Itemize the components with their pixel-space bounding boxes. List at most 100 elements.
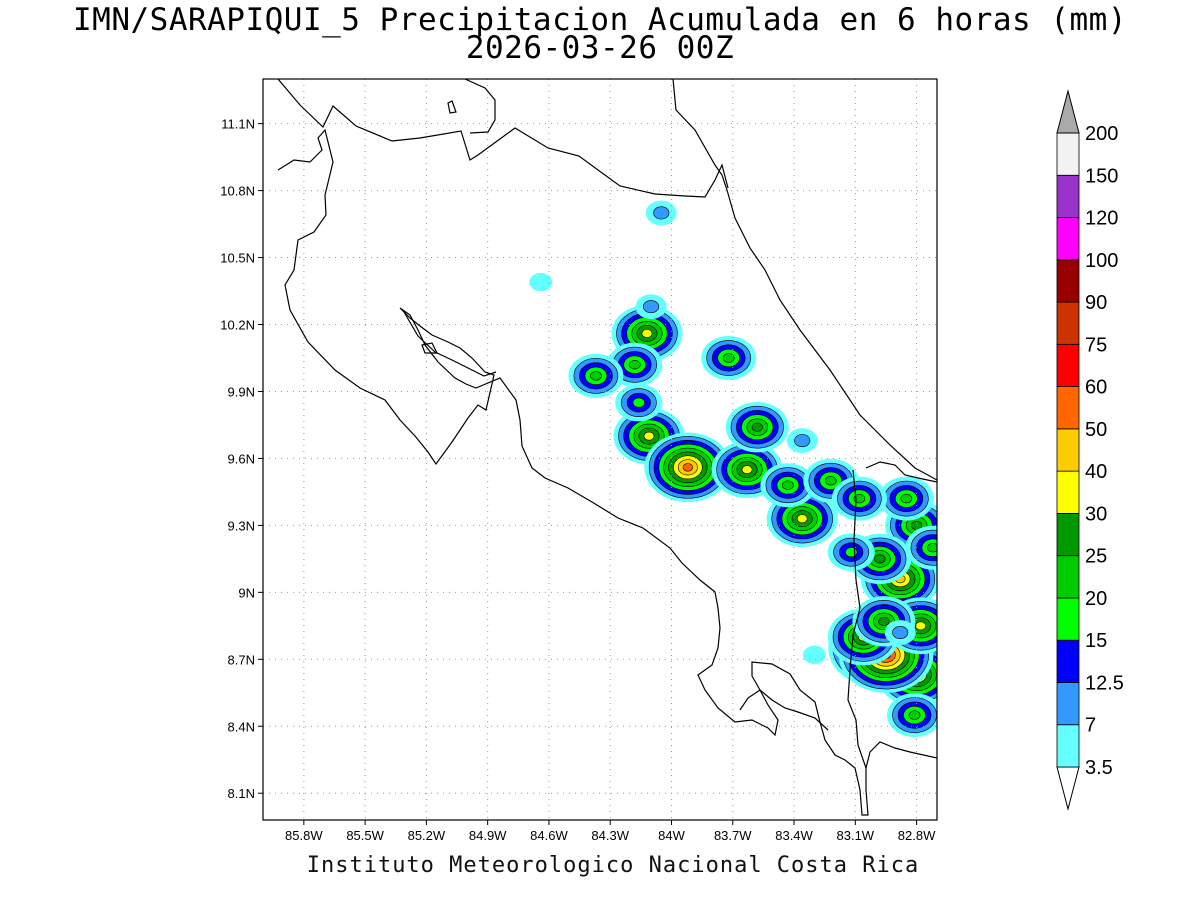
precip-contour [643, 300, 660, 314]
precip-contour [782, 480, 794, 490]
credit-text: Instituto Meteorologico Nacional Costa R… [306, 853, 920, 878]
y-tick-label: 10.8N [220, 184, 255, 199]
precip-contour [529, 272, 553, 292]
latitude-tick-labels: 11.1N 10.8N 10.5N 10.2N 9.9N 9.6N 9.3N 9N 8.7N 8.… [220, 117, 263, 801]
x-tick-label: 84.6W [530, 828, 568, 843]
precip-contour [796, 514, 808, 524]
colorbar-swatch [1056, 301, 1080, 345]
precip-contour [927, 543, 937, 553]
colorbar-swatch [1056, 639, 1080, 683]
precip-cell [938, 591, 969, 616]
precip-contour [628, 359, 641, 370]
colorbar-swatch [1056, 470, 1080, 514]
colorbar-label: 50 [1085, 419, 1107, 441]
precip-contour [794, 434, 811, 448]
longitude-tick-labels: 85.8W 85.5W 85.2W 84.9W 84.6W 84.3W 84W 83.7W 83… [285, 820, 936, 843]
map-title: IMN/SARAPIQUI_5 Precipitacion Acumulada … [73, 2, 1127, 38]
x-tick-label: 83.4W [775, 828, 813, 843]
precip-contour [590, 371, 602, 381]
precip-contour [643, 431, 655, 441]
colorbar-label: 90 [1085, 292, 1107, 314]
lat-lon-grid [263, 79, 937, 820]
precip-contour [682, 463, 693, 472]
colorbar-label: 75 [1085, 334, 1107, 356]
colorbar-label: 25 [1085, 546, 1107, 568]
y-tick-label: 8.4N [228, 719, 255, 734]
precip-contour [915, 621, 927, 631]
precip-cell [884, 620, 916, 645]
precip-contour [874, 554, 886, 564]
map-subtitle-datetime: 2026-03-26 00Z [465, 30, 735, 66]
colorbar-swatch [1056, 174, 1080, 218]
precip-contour [908, 710, 921, 720]
precip-cell [831, 476, 887, 521]
colorbar-label: 30 [1085, 503, 1107, 525]
precip-contour [722, 353, 735, 363]
colorbar-label: 100 [1085, 250, 1118, 272]
precip-contour [824, 476, 837, 486]
y-tick-label: 9.6N [228, 451, 255, 466]
y-tick-label: 10.5N [220, 251, 255, 266]
plot-frame [262, 78, 938, 821]
colorbar-over-arrow [1056, 89, 1080, 134]
colorbar-legend: 3.5 7 12.5 15 20 25 30 40 50 60 75 90 100 120 150 200 [1056, 89, 1124, 811]
precip-cell [701, 335, 757, 380]
panama-border [847, 469, 867, 769]
x-tick-label: 83.1W [837, 828, 875, 843]
colorbar-swatch [1056, 682, 1080, 726]
colorbar-label: 60 [1085, 377, 1107, 399]
precip-cell [568, 353, 624, 398]
coastline-borders [277, 79, 937, 816]
y-tick-label: 9.3N [228, 518, 255, 533]
x-tick-label: 83.7W [714, 828, 752, 843]
y-tick-label: 11.1N [221, 117, 255, 132]
precip-contour [653, 206, 670, 220]
osa-peninsula [739, 689, 829, 731]
colorbar-label: 200 [1085, 123, 1118, 145]
pacific-coast [277, 128, 937, 816]
x-tick-label: 85.2W [408, 828, 446, 843]
y-tick-label: 10.2N [220, 318, 255, 333]
x-tick-label: 84.3W [591, 828, 629, 843]
nicoya-coast [403, 311, 497, 377]
precip-cell [725, 401, 789, 453]
precip-cell [878, 476, 934, 521]
colorbar-under-arrow [1056, 766, 1080, 811]
x-tick-label: 85.5W [346, 828, 384, 843]
precip-cell [827, 533, 875, 571]
precip-cell [529, 272, 553, 292]
colorbar-label: 20 [1085, 588, 1107, 610]
panama-north-coast [865, 461, 937, 483]
precip-contour [900, 493, 913, 504]
precip-contour [892, 626, 909, 640]
precip-cell [786, 428, 818, 453]
colorbar-swatch [1056, 343, 1080, 388]
precip-contour [946, 597, 962, 609]
colorbar-swatch [1056, 597, 1080, 641]
precip-cell [887, 693, 937, 738]
precip-contour [632, 397, 645, 408]
colorbar-swatch [1056, 217, 1080, 261]
colorbar-label: 40 [1085, 461, 1107, 483]
x-tick-label: 82.8W [898, 828, 936, 843]
y-tick-label: 8.7N [228, 652, 255, 667]
colorbar-swatch [1056, 555, 1080, 599]
colorbar-label: 15 [1085, 630, 1107, 652]
precip-contour [751, 422, 763, 432]
precip-cell [644, 432, 732, 503]
colorbar-label: 12.5 [1085, 672, 1124, 694]
caribbean-coast [672, 79, 937, 481]
colorbar-swatch [1056, 513, 1080, 557]
x-tick-label: 84.9W [469, 828, 507, 843]
precip-contour [802, 645, 826, 665]
colorbar-label: 3.5 [1085, 757, 1113, 779]
precip-contour [641, 329, 653, 338]
x-tick-label: 85.8W [285, 828, 323, 843]
precip-cell [905, 525, 937, 570]
precip-contour [878, 616, 890, 626]
nicoya-island [421, 342, 438, 354]
precipitation-field [529, 200, 969, 738]
colorbar-swatch [1056, 259, 1080, 303]
y-tick-label: 8.1N [228, 786, 255, 801]
